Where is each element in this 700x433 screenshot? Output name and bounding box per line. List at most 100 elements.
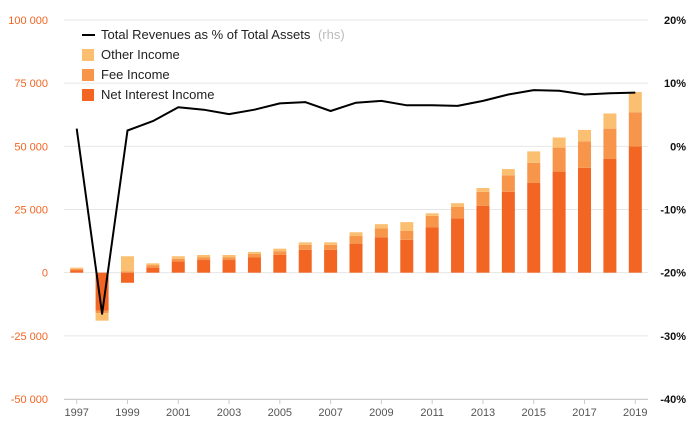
x-tick-label: 2005 — [268, 407, 292, 419]
x-tick-label: 2007 — [318, 407, 342, 419]
axes: 100 000 75 000 50 000 25 000 0 -25 000 -50 000… — [8, 15, 686, 419]
y-right-tick-label: -10% — [660, 205, 686, 217]
bar-net-interest-income — [603, 158, 617, 273]
bar-fee-income — [476, 191, 490, 206]
bar-fee-income — [628, 112, 642, 147]
bar-fee-income — [146, 265, 160, 268]
bar-other-income — [349, 232, 363, 237]
x-tick-label: 2009 — [369, 407, 393, 419]
bar-net-interest-income — [222, 260, 236, 273]
bar-fee-income — [247, 253, 261, 258]
legend-swatch-other-income — [82, 49, 94, 61]
legend-label-net-interest-income: Net Interest Income — [101, 87, 214, 102]
bar-net-interest-income — [120, 272, 134, 283]
bar-other-income — [197, 254, 211, 258]
y-left-tick-label: 75 000 — [14, 78, 48, 90]
x-tick-label: 2015 — [521, 407, 545, 419]
bar-other-income — [146, 263, 160, 266]
x-tick-label: 2013 — [471, 407, 495, 419]
bar-other-income — [70, 267, 84, 269]
y-right-tick-label: 0% — [670, 141, 686, 153]
bar-other-income — [222, 254, 236, 258]
bar-net-interest-income — [95, 272, 109, 311]
bar-net-interest-income — [247, 257, 261, 273]
legend-swatch-fee-income — [82, 69, 94, 81]
bar-net-interest-income — [400, 239, 414, 273]
y-right-tick-label: 10% — [664, 78, 686, 90]
bar-fee-income — [171, 258, 185, 262]
bar-net-interest-income — [298, 249, 312, 273]
bars — [70, 92, 642, 321]
bar-net-interest-income — [578, 167, 592, 273]
bar-net-interest-income — [349, 243, 363, 273]
x-tick-label: 1997 — [64, 407, 88, 419]
bar-net-interest-income — [324, 249, 338, 273]
bar-fee-income — [120, 271, 134, 273]
bar-net-interest-income — [374, 237, 388, 273]
bar-net-interest-income — [146, 267, 160, 273]
x-tick-label: 2011 — [420, 407, 444, 419]
bar-fee-income — [324, 244, 338, 250]
bar-net-interest-income — [197, 260, 211, 273]
bar-net-interest-income — [552, 171, 566, 273]
bar-net-interest-income — [425, 227, 439, 273]
legend-label-fee-income: Fee Income — [101, 67, 170, 82]
bar-other-income — [501, 169, 515, 176]
bar-fee-income — [425, 215, 439, 228]
bar-fee-income — [501, 175, 515, 192]
y-right-tick-label: 20% — [664, 15, 686, 27]
bar-other-income — [451, 203, 465, 207]
bar-fee-income — [273, 251, 287, 255]
bar-fee-income — [400, 230, 414, 240]
y-right-tick-label: -40% — [660, 394, 686, 406]
bar-net-interest-income — [451, 218, 465, 273]
bar-other-income — [527, 151, 541, 163]
bar-other-income — [324, 242, 338, 245]
bar-net-interest-income — [70, 270, 84, 273]
x-tick-label: 2003 — [217, 407, 241, 419]
legend: Total Revenues as % of Total Assets (rhs… — [82, 27, 345, 102]
y-right-tick-label: -30% — [660, 331, 686, 343]
legend-swatch-net-interest-income — [82, 89, 94, 101]
x-tick-label: 2001 — [166, 407, 190, 419]
bar-other-income — [247, 251, 261, 254]
bar-other-income — [374, 224, 388, 229]
bar-other-income — [298, 242, 312, 245]
bar-net-interest-income — [628, 146, 642, 273]
legend-label-rhs: (rhs) — [318, 27, 345, 42]
y-left-tick-label: 0 — [42, 268, 48, 280]
bar-fee-income — [197, 257, 211, 261]
bar-other-income — [476, 188, 490, 192]
svg-text:Total Revenues as % of Total A: Total Revenues as % of Total Assets (rhs… — [101, 27, 345, 42]
bar-other-income — [578, 129, 592, 142]
x-tick-label: 1999 — [115, 407, 139, 419]
legend-label-other-income: Other Income — [101, 47, 180, 62]
bar-fee-income — [527, 162, 541, 183]
bar-other-income — [171, 256, 185, 259]
x-tick-label: 2017 — [572, 407, 596, 419]
bar-other-income — [120, 256, 134, 272]
y-left-tick-label: -50 000 — [11, 394, 48, 406]
y-right-tick-label: -20% — [660, 268, 686, 280]
bar-other-income — [95, 313, 109, 321]
bar-other-income — [603, 113, 617, 129]
bar-fee-income — [578, 141, 592, 168]
bar-fee-income — [349, 236, 363, 244]
bar-net-interest-income — [527, 182, 541, 273]
y-left-tick-label: -25 000 — [11, 331, 48, 343]
bar-net-interest-income — [171, 261, 185, 273]
revenue-ratio-line-group — [75, 89, 636, 315]
bar-other-income — [628, 92, 642, 113]
bar-other-income — [552, 137, 566, 148]
y-left-tick-label: 50 000 — [14, 141, 48, 153]
y-left-tick-label: 100 000 — [8, 15, 48, 27]
bar-net-interest-income — [273, 254, 287, 273]
bar-fee-income — [603, 128, 617, 159]
revenue-ratio-line — [75, 89, 636, 315]
y-left-tick-label: 25 000 — [14, 205, 48, 217]
bar-fee-income — [70, 268, 84, 271]
bar-fee-income — [222, 257, 236, 261]
bar-other-income — [400, 222, 414, 231]
bar-net-interest-income — [476, 205, 490, 273]
